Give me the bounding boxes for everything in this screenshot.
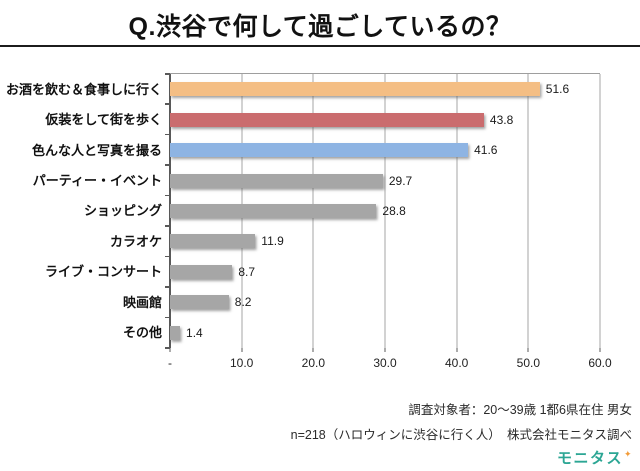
x-tick-label: 60.0 (588, 356, 612, 370)
value-label: 11.9 (261, 234, 284, 249)
bar (170, 264, 233, 279)
category-label: パーティー・イベント (32, 173, 162, 189)
bar-row: 1.4 (170, 318, 600, 348)
monitas-logo: モニタス✦ (557, 447, 633, 468)
bar-rows: 51.6 43.8 41.6 29.7 28.8 11.9 8.7 8.2 1.4 (170, 74, 600, 348)
bar (170, 173, 383, 188)
page-title: Q.渋谷で何して過ごしているの？ (128, 13, 512, 41)
bar-row: 29.7 (170, 165, 600, 195)
bar-row: 51.6 (170, 74, 600, 104)
gridline (527, 74, 529, 348)
survey-note-sample: n=218（ハロウィンに渋谷に行く人） 株式会社モニタス調べ (290, 428, 632, 442)
category-label: ショッピング (83, 203, 162, 219)
sparkle-icon: ✦ (623, 449, 633, 459)
value-label: 41.6 (474, 143, 498, 158)
survey-note-respondents: 調査対象者：20〜39歳 1都6県在住 男女 (408, 403, 632, 417)
value-label: 29.7 (388, 173, 413, 188)
x-tick-label: - (168, 356, 172, 370)
bar-row: 8.7 (170, 257, 600, 287)
category-label: その他 (122, 325, 162, 341)
x-tick-mark (169, 348, 171, 352)
gridline (384, 74, 386, 348)
value-label: 28.8 (382, 203, 406, 218)
bar-row: 11.9 (170, 226, 600, 256)
x-tick-label: 40.0 (444, 356, 469, 370)
bar-row: 8.2 (170, 287, 600, 317)
bar-row: 41.6 (170, 135, 600, 165)
category-label: カラオケ (109, 233, 162, 249)
survey-notes: 調査対象者：20〜39歳 1都6県在住 男女 n=218（ハロウィンに渋谷に行く… (291, 398, 632, 448)
gridline (456, 74, 458, 348)
bar (170, 234, 256, 249)
bar (170, 112, 484, 127)
category-label: 仮装をして街を歩く (45, 112, 162, 128)
plot-area: 51.6 43.8 41.6 29.7 28.8 11.9 8.7 8.2 1.4 (165, 73, 601, 352)
bar-row: 28.8 (170, 196, 600, 226)
x-tick-label: 10.0 (229, 356, 254, 370)
x-axis-labels: - 10.0 20.0 30.0 40.0 50.0 60.0 (168, 356, 612, 372)
x-tick-mark (599, 348, 601, 352)
x-tick-mark (241, 348, 243, 352)
x-tick-mark (456, 348, 458, 352)
x-tick-mark (527, 348, 529, 352)
title-divider (0, 45, 640, 47)
x-tick-label: 30.0 (373, 356, 397, 370)
bar (170, 295, 229, 310)
bar (170, 82, 540, 97)
x-tick-mark (312, 348, 314, 352)
category-label: 映画館 (122, 294, 162, 310)
value-label: 8.7 (238, 264, 256, 279)
bar (170, 143, 469, 158)
logo-text: モニタス (556, 450, 623, 467)
category-label: ライブ・コンサート (44, 264, 162, 280)
value-label: 51.6 (545, 82, 570, 97)
x-tick-label: 50.0 (516, 356, 541, 370)
bar (170, 203, 377, 218)
category-labels: お酒を飲む＆食事しに行く仮装をして街を歩く色んな人と写真を撮る パーティー・イベン… (0, 73, 162, 347)
gridline (599, 74, 601, 348)
bar-row: 43.8 (170, 104, 600, 134)
value-label: 43.8 (489, 112, 514, 127)
value-label: 8.2 (234, 295, 252, 310)
x-tick-mark (384, 348, 386, 352)
category-label: 色んな人と写真を撮る (31, 142, 162, 158)
category-label: お酒を飲む＆食事しに行く (5, 81, 162, 97)
bar (170, 325, 181, 340)
x-tick-label: 20.0 (301, 356, 326, 370)
value-label: 1.4 (186, 325, 203, 340)
